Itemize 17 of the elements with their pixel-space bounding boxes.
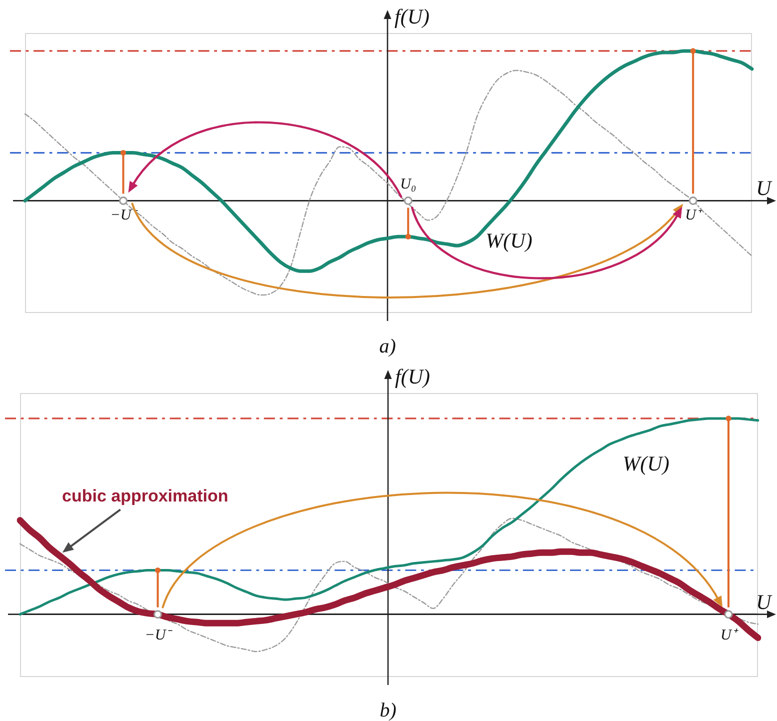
x-axis-title: U [756,590,773,614]
series-label: W(U) [486,228,532,253]
point [404,196,412,205]
x-tick-label: U⁺ [685,208,703,224]
text: a) [379,335,396,358]
x-tick-label: −U⁻ [144,627,173,644]
point [688,196,698,205]
x-axis-title: U [756,176,773,200]
text: b) [380,699,397,721]
y-axis-title: f(U) [394,4,430,29]
series-label: W(U) [622,452,670,476]
y-axis-title: f(U) [395,364,430,389]
point [118,196,128,205]
x-tick-label: U₀ [400,176,416,193]
text: cubic approximation [62,486,228,506]
x-tick-label: −U⁻ [110,208,138,224]
x-tick-label: U⁺ [720,627,738,644]
